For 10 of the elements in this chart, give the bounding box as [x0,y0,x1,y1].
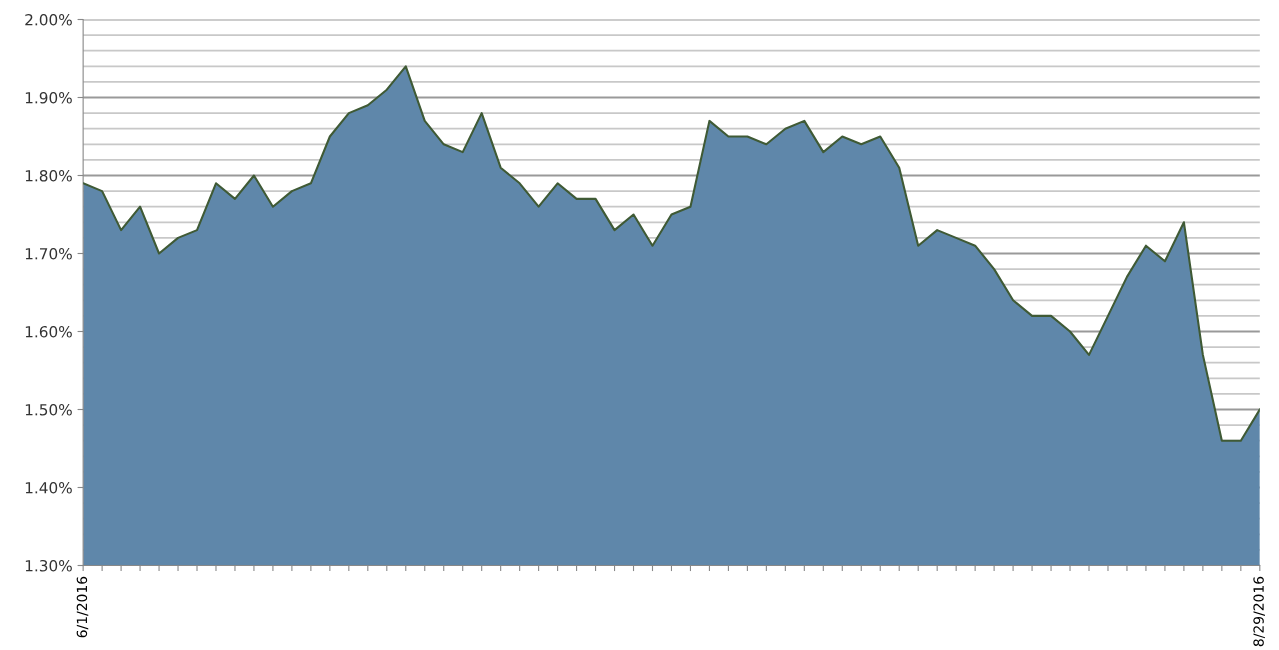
x-tick-label: 8/29/2016 [1253,576,1265,647]
y-tick-label: 1.60% [25,325,72,338]
x-tick-label: 6/1/2016 [76,576,89,638]
y-tick-label: 1.40% [25,481,72,494]
y-tick-label: 1.80% [25,169,72,182]
y-tick-label: 1.90% [25,91,72,104]
y-tick-label: 2.00% [25,13,72,26]
y-tick-label: 1.30% [25,559,72,572]
y-tick-label: 1.50% [25,403,72,416]
y-tick-label: 1.70% [25,247,72,260]
